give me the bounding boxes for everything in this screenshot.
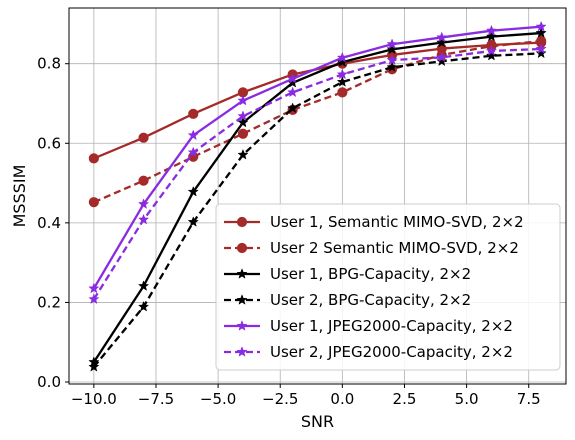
legend-label: User 2 Semantic MIMO-SVD, 2×2: [270, 239, 519, 257]
y-axis-label: MSSSIM: [10, 165, 29, 228]
data-point: [137, 300, 150, 312]
series-line: [92, 31, 542, 363]
legend-marker: [236, 268, 248, 279]
series-line: [92, 47, 542, 300]
legend-marker: [236, 242, 248, 254]
data-point: [237, 116, 249, 128]
data-point: [436, 55, 448, 67]
legend-marker: [236, 216, 248, 228]
legend: User 1, Semantic MIMO-SVD, 2×2 User 2 Sem…: [215, 203, 561, 371]
data-point: [386, 61, 398, 73]
x-tick-label: 2.5: [393, 390, 417, 408]
x-tick-label: 7.5: [517, 390, 541, 408]
x-tick-label: 0.0: [330, 390, 354, 408]
legend-marker: [236, 294, 248, 305]
x-tick-label: 5.0: [455, 390, 479, 408]
data-point: [137, 280, 150, 291]
legend-item: User 2, JPEG2000-Capacity, 2×2: [224, 343, 513, 361]
data-point: [485, 45, 498, 56]
data-point: [237, 148, 249, 160]
series-line: [92, 52, 542, 368]
data-point: [237, 94, 249, 106]
data-point: [187, 129, 199, 141]
data-point: [88, 153, 99, 164]
data-point: [187, 185, 199, 197]
data-point: [436, 51, 448, 63]
data-point: [88, 360, 100, 372]
series-line: [92, 25, 542, 290]
data-point: [187, 216, 199, 227]
data-point: [436, 31, 448, 43]
y-tick-label: 0.4: [37, 214, 61, 232]
data-point: [485, 49, 498, 61]
legend-label: User 2, BPG-Capacity, 2×2: [270, 291, 471, 309]
data-point: [237, 128, 249, 139]
data-point: [138, 132, 149, 143]
data-point: [535, 43, 547, 54]
data-point: [535, 20, 547, 32]
series-5: [88, 20, 547, 294]
data-point: [187, 146, 199, 158]
x-tick-label: −2.5: [262, 390, 298, 408]
legend-label: User 1, BPG-Capacity, 2×2: [270, 265, 471, 283]
data-point: [88, 197, 99, 208]
legend-item: User 2, BPG-Capacity, 2×2: [224, 291, 471, 309]
data-point: [386, 43, 398, 55]
legend-label: User 1, JPEG2000-Capacity, 2×2: [270, 317, 513, 335]
data-point: [137, 213, 150, 225]
x-axis-label: SNR: [301, 412, 334, 431]
y-tick-label: 0.0: [37, 373, 61, 391]
data-point: [336, 51, 348, 63]
data-point: [535, 47, 547, 59]
data-point: [88, 282, 100, 294]
data-series: [88, 20, 547, 372]
data-point: [336, 76, 348, 87]
data-point: [535, 27, 547, 38]
legend-item: User 1, Semantic MIMO-SVD, 2×2: [224, 213, 524, 231]
data-point: [337, 87, 348, 98]
data-point: [137, 198, 150, 209]
legend-box: [215, 203, 561, 371]
data-point: [237, 110, 249, 122]
legend-item: User 1, JPEG2000-Capacity, 2×2: [224, 317, 513, 335]
axis-ticks: −10.0 −7.5 −5.0 −2.5 0.0 2.5 5.0 7.5 0.0 0.2 0.4 0.…: [37, 55, 541, 408]
data-point: [138, 175, 149, 186]
data-point: [88, 293, 100, 305]
legend-label: User 1, Semantic MIMO-SVD, 2×2: [270, 213, 524, 231]
legend-label: User 2, JPEG2000-Capacity, 2×2: [270, 343, 513, 361]
y-tick-label: 0.6: [37, 134, 61, 152]
data-point: [386, 38, 398, 49]
x-tick-label: −5.0: [200, 390, 236, 408]
x-tick-label: −10.0: [71, 390, 117, 408]
series-4: [88, 47, 547, 372]
data-point: [485, 30, 498, 42]
legend-item: User 2 Semantic MIMO-SVD, 2×2: [224, 239, 519, 257]
series-6: [88, 43, 547, 305]
data-point: [287, 102, 299, 114]
data-point: [287, 86, 299, 98]
x-tick-label: −7.5: [138, 390, 174, 408]
data-point: [287, 72, 299, 84]
y-tick-label: 0.2: [37, 293, 61, 311]
data-point: [188, 108, 199, 119]
data-point: [386, 54, 398, 65]
data-point: [485, 24, 498, 36]
data-point: [436, 36, 448, 48]
legend-item: User 1, BPG-Capacity, 2×2: [224, 265, 471, 283]
legend-marker: [236, 320, 248, 331]
axes-frame: [68, 7, 567, 385]
y-tick-label: 0.8: [37, 55, 61, 73]
data-point: [336, 68, 348, 80]
legend-marker: [236, 346, 248, 357]
series-3: [88, 27, 547, 367]
